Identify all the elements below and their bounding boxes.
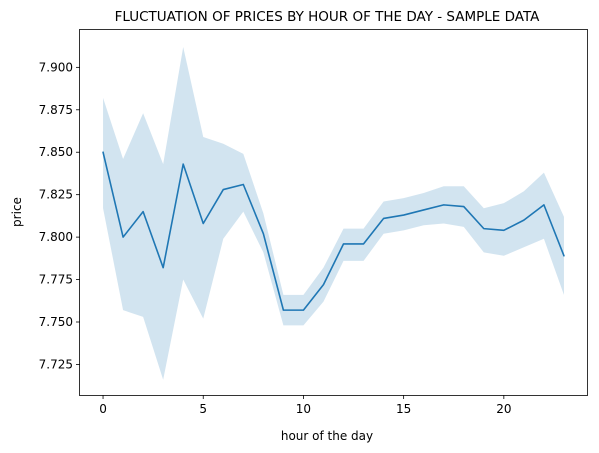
confidence-band — [103, 46, 564, 380]
axes-frame — [79, 29, 588, 396]
y-axis: 7.725 7.750 7.775 7.800 7.825 7.850 7.875 7.900 — [39, 60, 80, 371]
y-tick-label: 7.775 — [39, 273, 73, 287]
y-tick-label: 7.875 — [39, 103, 73, 117]
y-tick-label: 7.725 — [39, 357, 73, 371]
x-tick-label: 15 — [396, 402, 411, 416]
x-tick-label: 20 — [496, 402, 511, 416]
x-tick-label: 0 — [99, 402, 107, 416]
series-line — [102, 151, 565, 311]
x-axis-label: hour of the day — [281, 429, 373, 443]
y-tick-label: 7.800 — [39, 230, 73, 244]
x-tick-label: 5 — [199, 402, 207, 416]
y-axis-label: price — [10, 197, 24, 227]
y-tick-label: 7.825 — [39, 188, 73, 202]
chart-title: FLUCTUATION OF PRICES BY HOUR OF THE DAY… — [115, 9, 541, 25]
y-tick-label: 7.850 — [39, 145, 73, 159]
x-tick-label: 10 — [296, 402, 311, 416]
plot-area — [102, 46, 565, 380]
y-tick-label: 7.900 — [39, 60, 73, 74]
y-tick-label: 7.750 — [39, 315, 73, 329]
x-axis: 0 5 10 15 20 — [99, 395, 511, 416]
